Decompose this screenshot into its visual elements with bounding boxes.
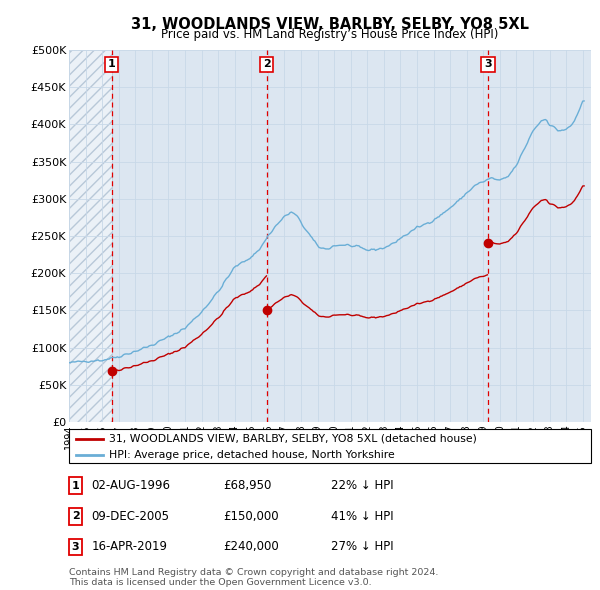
Text: 27% ↓ HPI: 27% ↓ HPI	[331, 540, 394, 553]
Text: 22% ↓ HPI: 22% ↓ HPI	[331, 479, 394, 492]
Text: 2: 2	[263, 60, 271, 70]
Text: £150,000: £150,000	[223, 510, 279, 523]
Text: 1: 1	[72, 481, 79, 490]
Text: 3: 3	[72, 542, 79, 552]
Text: This data is licensed under the Open Government Licence v3.0.: This data is licensed under the Open Gov…	[69, 578, 371, 588]
Text: HPI: Average price, detached house, North Yorkshire: HPI: Average price, detached house, Nort…	[109, 450, 395, 460]
Bar	[69, 50, 112, 422]
Text: 1: 1	[108, 60, 116, 70]
Text: 2: 2	[72, 512, 79, 521]
Text: Price paid vs. HM Land Registry’s House Price Index (HPI): Price paid vs. HM Land Registry’s House …	[161, 28, 499, 41]
Text: 31, WOODLANDS VIEW, BARLBY, SELBY, YO8 5XL (detached house): 31, WOODLANDS VIEW, BARLBY, SELBY, YO8 5…	[109, 434, 477, 444]
Text: Contains HM Land Registry data © Crown copyright and database right 2024.: Contains HM Land Registry data © Crown c…	[69, 568, 439, 577]
Text: 16-APR-2019: 16-APR-2019	[91, 540, 167, 553]
Text: 09-DEC-2005: 09-DEC-2005	[91, 510, 169, 523]
Bar	[69, 50, 112, 422]
Text: 02-AUG-1996: 02-AUG-1996	[91, 479, 170, 492]
Text: 41% ↓ HPI: 41% ↓ HPI	[331, 510, 394, 523]
Text: £240,000: £240,000	[223, 540, 279, 553]
Text: 31, WOODLANDS VIEW, BARLBY, SELBY, YO8 5XL: 31, WOODLANDS VIEW, BARLBY, SELBY, YO8 5…	[131, 17, 529, 31]
Text: 3: 3	[484, 60, 492, 70]
Text: £68,950: £68,950	[223, 479, 272, 492]
